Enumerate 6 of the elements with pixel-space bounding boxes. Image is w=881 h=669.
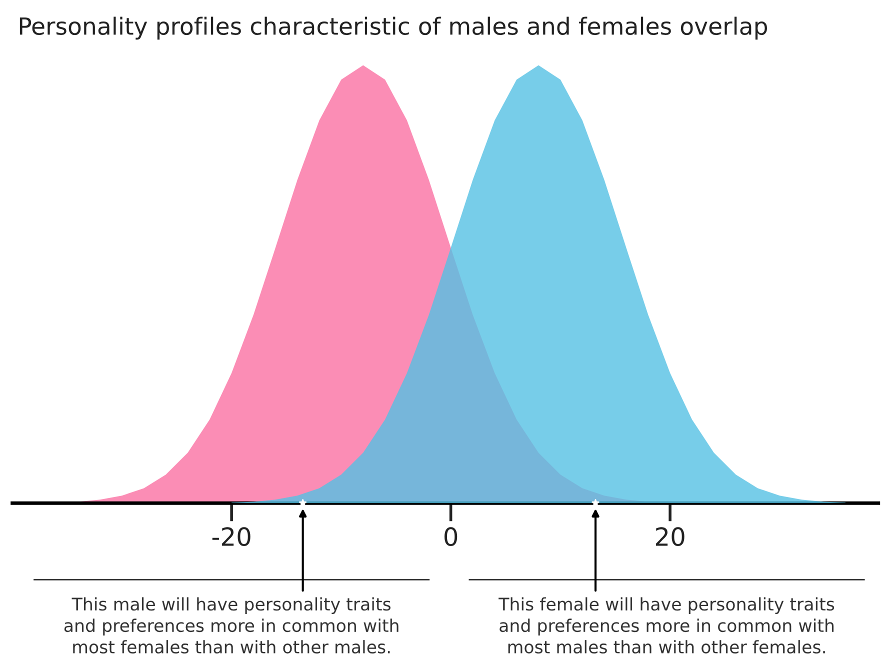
- x-tick-label: -20: [212, 527, 250, 546]
- chart-title: Personality profiles characteristic of males and females overlap: [20, 16, 768, 40]
- text: This female will have personality traits and preferences more in common with most males than with other females.: [498, 597, 834, 654]
- text: This male will have personality traits and preferences more in common with most females than with other males.: [64, 597, 398, 654]
- x-tick-label: 0: [444, 527, 458, 546]
- x-tick-label: 20: [656, 527, 684, 546]
